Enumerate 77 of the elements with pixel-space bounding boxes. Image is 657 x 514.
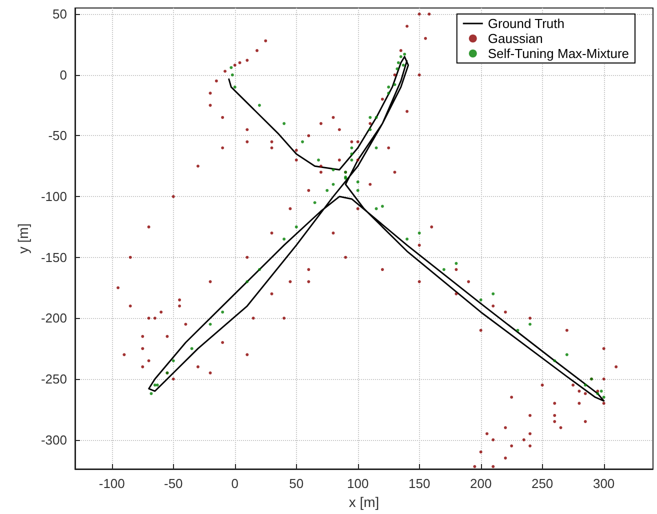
point — [332, 182, 335, 186]
point — [596, 392, 600, 396]
x-tick-label: -50 — [164, 476, 183, 491]
y-axis-title: y [m] — [15, 223, 32, 254]
x-tick-label: 0 — [231, 476, 238, 491]
point — [317, 158, 320, 162]
point — [374, 146, 378, 150]
point — [356, 180, 360, 184]
x-tick-label: 50 — [289, 476, 304, 491]
legend-label: Ground Truth — [488, 16, 564, 31]
point — [374, 116, 378, 119]
legend-label: Gaussian — [488, 31, 543, 46]
x-tick-label: 100 — [347, 476, 369, 491]
point — [294, 225, 298, 228]
point — [553, 359, 556, 362]
point — [156, 384, 159, 387]
point — [282, 238, 286, 241]
point — [565, 353, 568, 356]
point — [492, 292, 495, 296]
point — [282, 122, 286, 126]
y-tick-label: -250 — [40, 371, 67, 386]
y-tick-label: -50 — [48, 128, 67, 144]
point — [442, 268, 446, 272]
point — [402, 64, 405, 67]
point — [418, 232, 421, 235]
point — [387, 86, 390, 89]
point — [150, 392, 153, 396]
y-tick-label: -200 — [40, 310, 67, 326]
legend-label: Self-Tuning Max-Mixture — [488, 46, 630, 61]
y-tick-label: -150 — [40, 250, 67, 265]
point — [350, 146, 354, 150]
point — [221, 310, 224, 314]
point — [190, 347, 194, 350]
x-tick-label: -100 — [98, 476, 125, 491]
point — [208, 322, 212, 326]
point — [387, 92, 390, 95]
point — [230, 73, 234, 76]
point — [230, 66, 233, 70]
point — [350, 152, 354, 156]
point — [380, 204, 384, 208]
point — [258, 268, 261, 272]
point — [233, 86, 236, 89]
y-tick-label: -300 — [40, 432, 67, 448]
point — [600, 390, 603, 393]
point — [153, 384, 156, 387]
point — [356, 188, 360, 192]
point — [350, 158, 354, 162]
x-tick-label: 150 — [408, 476, 430, 491]
y-tick-label: 50 — [52, 6, 67, 22]
point — [374, 207, 378, 210]
point — [454, 262, 458, 265]
point — [332, 168, 335, 172]
x-axis-title: x [m] — [348, 494, 380, 510]
point — [584, 384, 587, 387]
point — [172, 359, 175, 362]
point — [368, 128, 372, 132]
point — [479, 298, 482, 302]
y-tick-label: 0 — [60, 67, 67, 82]
point — [246, 280, 249, 284]
point — [399, 55, 402, 58]
point — [313, 201, 316, 204]
y-tick-label: -100 — [40, 189, 67, 204]
x-tick-label: 300 — [592, 476, 615, 491]
point — [326, 188, 329, 192]
point — [602, 396, 606, 399]
point — [368, 116, 372, 119]
point — [393, 83, 396, 86]
x-tick-label: 250 — [531, 476, 554, 491]
point — [528, 322, 532, 326]
point — [403, 52, 406, 56]
point — [396, 67, 399, 70]
point — [516, 328, 520, 332]
x-tick-label: 200 — [470, 476, 492, 491]
point — [258, 104, 261, 107]
point — [301, 140, 304, 144]
point — [396, 61, 400, 64]
point — [406, 238, 409, 241]
